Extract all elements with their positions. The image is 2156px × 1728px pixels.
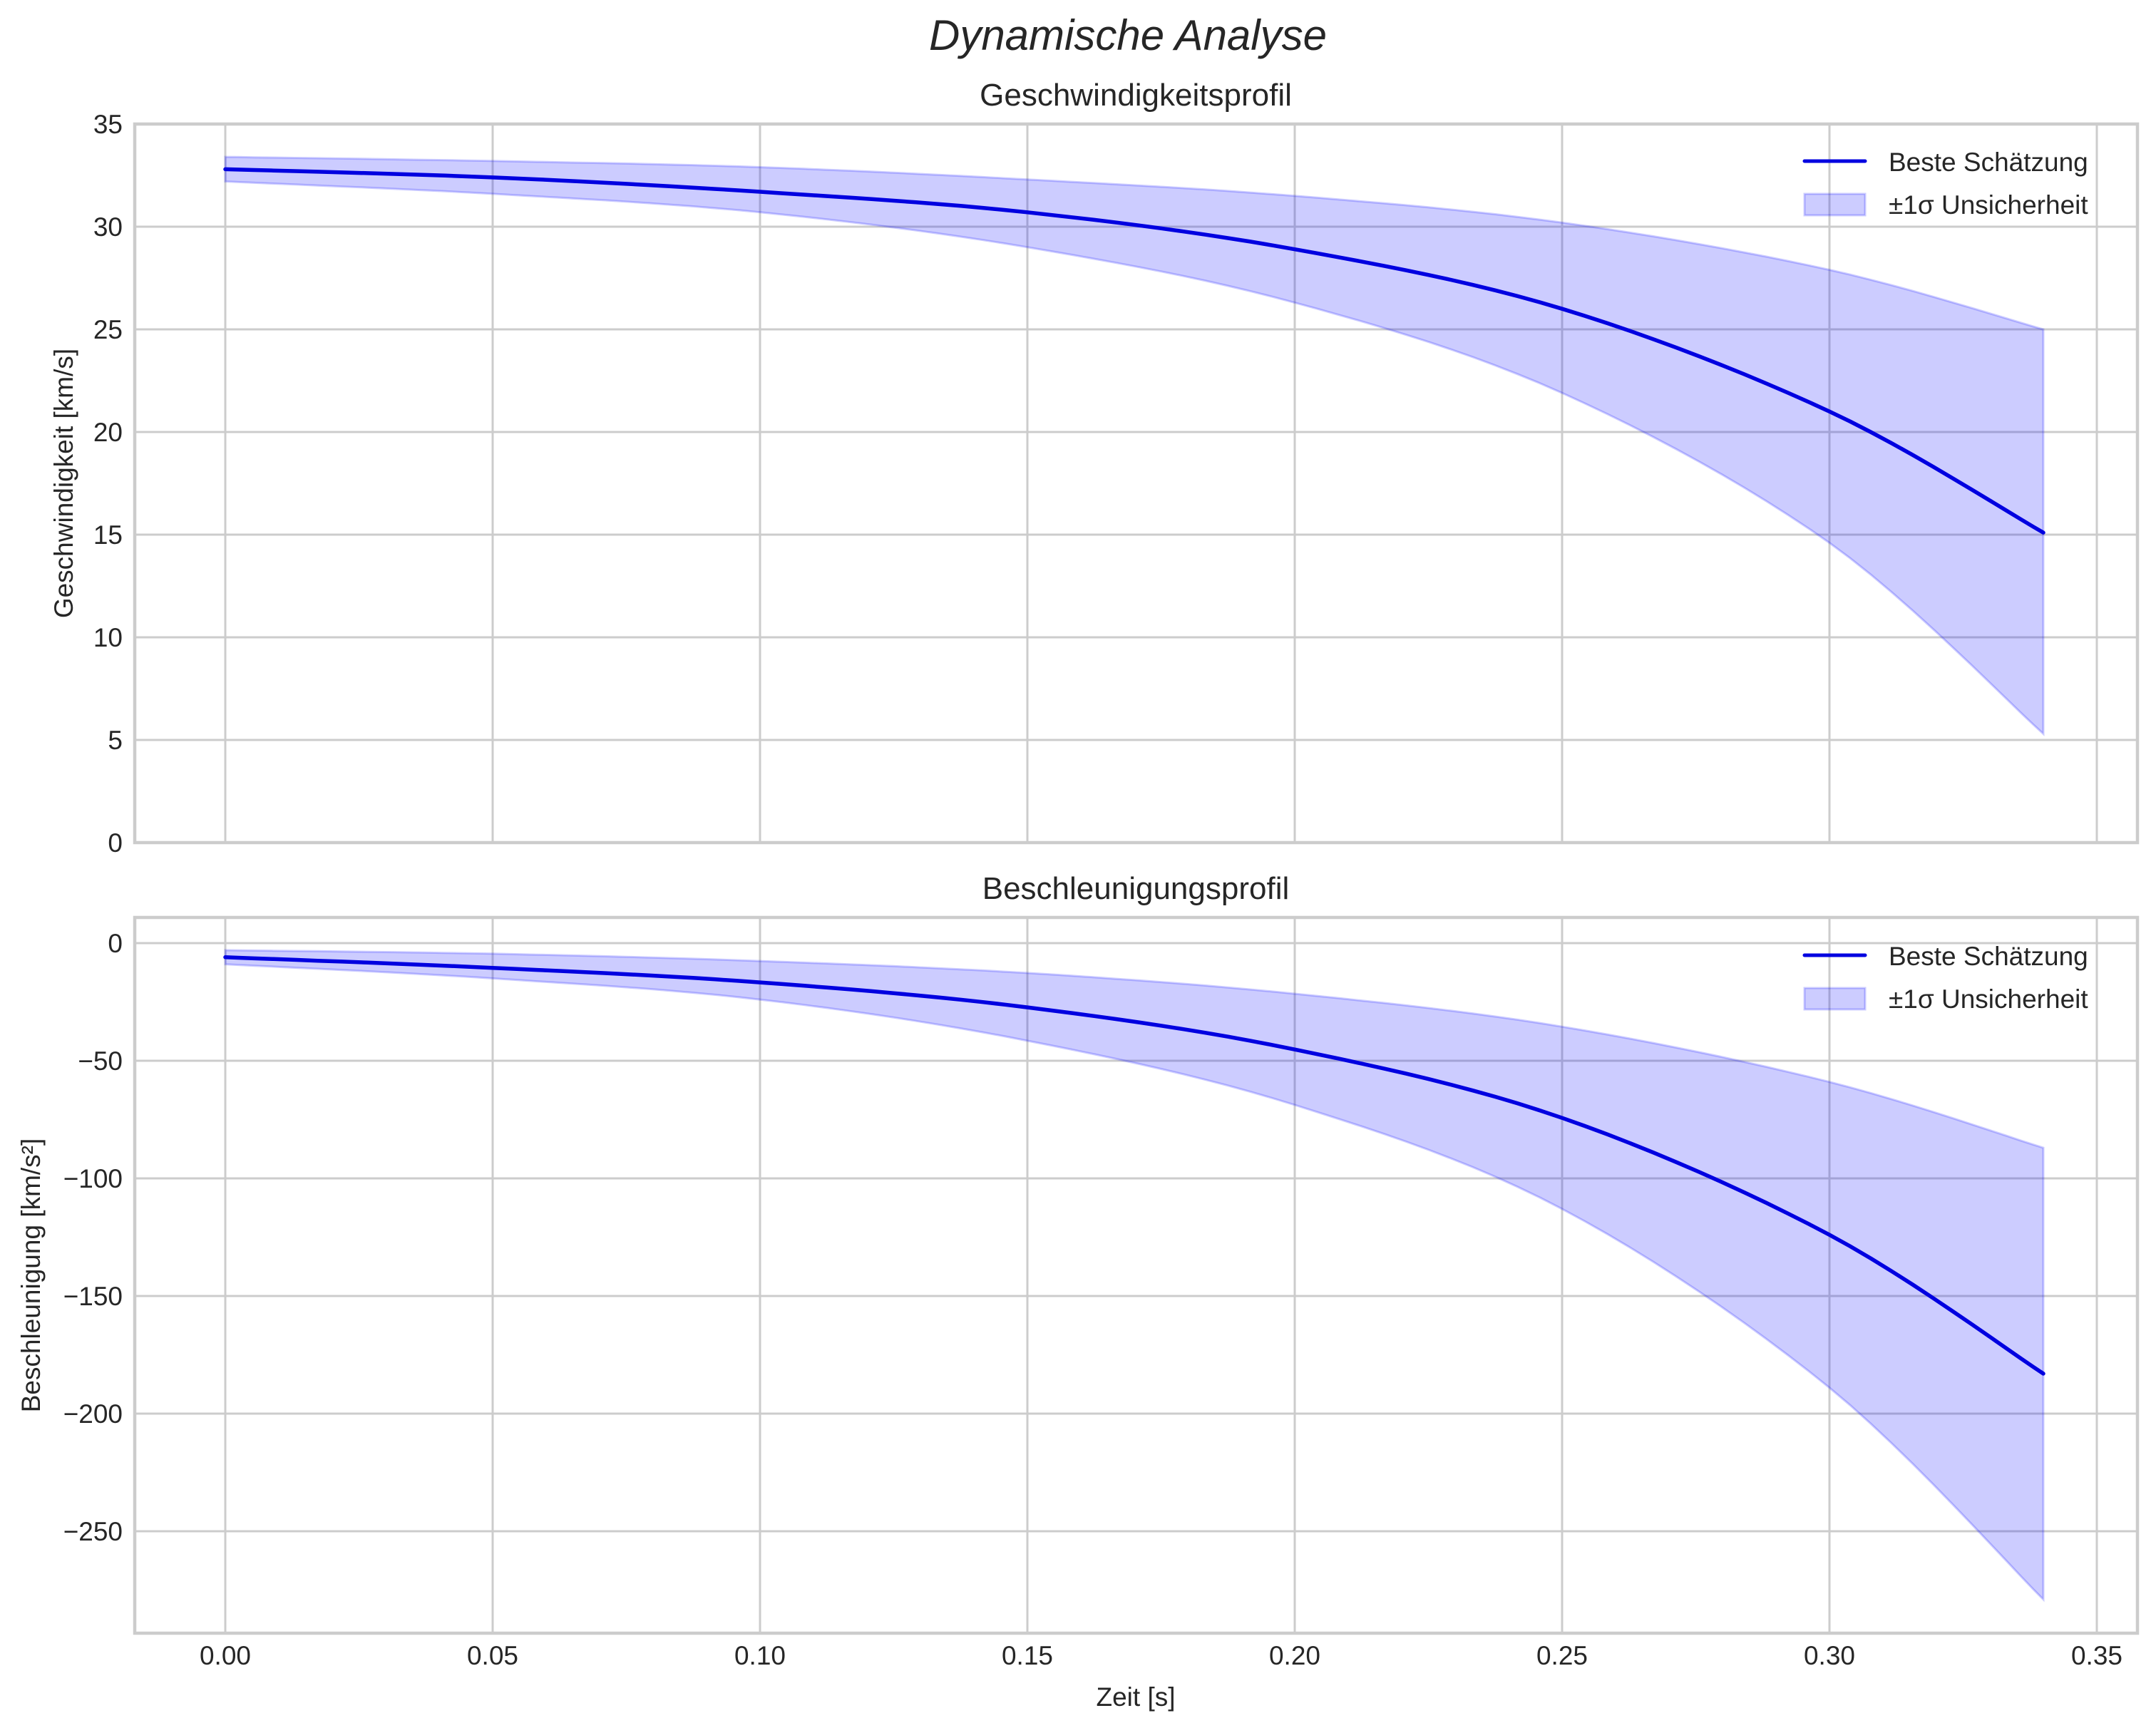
y-tick-label: −50 [78,1046,123,1076]
legend-label-best-estimate: Beste Schätzung [1889,942,2088,971]
acceleration-panel: Beschleunigungsprofil 0 −50 −100 −150 −200 −2… [16,871,2140,1712]
y-tick-label: −100 [63,1164,123,1193]
x-tick-label: 0.05 [467,1641,518,1670]
velocity-axes-frame [133,122,2140,845]
x-tick-label: 0.15 [1002,1641,1053,1670]
y-tick-label: −250 [63,1517,123,1546]
uncertainty-band-area [224,155,2045,736]
acceleration-uncertainty-band [224,949,2045,1603]
velocity-uncertainty-band [224,155,2045,736]
y-tick-label: 0 [108,929,123,958]
y-tick-label: 15 [93,520,123,550]
velocity-best-estimate-line [223,167,2045,535]
legend-label-uncertainty: ±1σ Unsicherheit [1889,190,2088,220]
velocity-y-axis-label: Geschwindigkeit [km/s] [49,349,78,618]
legend-band-icon [1803,192,1867,217]
legend-band-icon [1803,987,1867,1011]
velocity-panel: Geschwindigkeitsprofil 0 5 10 15 20 25 30 35 Ge… [49,78,2140,858]
acceleration-panel-title: Beschleunigungsprofil [982,871,1290,906]
y-tick-label: 35 [93,110,123,139]
best-estimate-curve [223,167,2045,535]
x-tick-label: 0.25 [1536,1641,1588,1670]
velocity-y-ticks: 0 5 10 15 20 25 30 35 [93,110,123,858]
x-tick-label: 0.10 [734,1641,786,1670]
x-tick-label: 0.00 [200,1641,251,1670]
best-estimate-curve [223,955,2045,1376]
figure-title: Dynamische Analyse [929,11,1327,59]
y-tick-label: 20 [93,418,123,447]
velocity-grid [135,123,2137,844]
x-tick-label: 0.35 [2071,1641,2122,1670]
acceleration-y-ticks: 0 −50 −100 −150 −200 −250 [63,929,123,1546]
y-tick-label: −150 [63,1282,123,1311]
y-tick-label: 0 [108,828,123,858]
y-tick-label: 10 [93,623,123,652]
velocity-panel-title: Geschwindigkeitsprofil [980,78,1292,113]
y-tick-label: 30 [93,212,123,242]
x-axis-label: Zeit [s] [1096,1682,1175,1712]
x-tick-label: 0.20 [1269,1641,1320,1670]
legend-label-best-estimate: Beste Schätzung [1889,148,2088,177]
legend-label-uncertainty: ±1σ Unsicherheit [1889,984,2088,1014]
acceleration-y-axis-label: Beschleunigung [km/s²] [16,1138,46,1413]
y-tick-label: 5 [108,726,123,755]
x-axis-ticks: 0.00 0.05 0.10 0.15 0.20 0.25 0.30 0.35 [200,1641,2122,1670]
acceleration-grid [135,917,2137,1633]
uncertainty-band-area [224,949,2045,1603]
x-tick-label: 0.30 [1804,1641,1855,1670]
y-tick-label: −200 [63,1399,123,1429]
acceleration-best-estimate-line [223,955,2045,1376]
acceleration-legend: Beste Schätzung ±1σ Unsicherheit [1802,942,2088,1014]
acceleration-axes-frame [133,915,2140,1635]
velocity-legend: Beste Schätzung ±1σ Unsicherheit [1802,148,2088,220]
y-tick-label: 25 [93,315,123,344]
